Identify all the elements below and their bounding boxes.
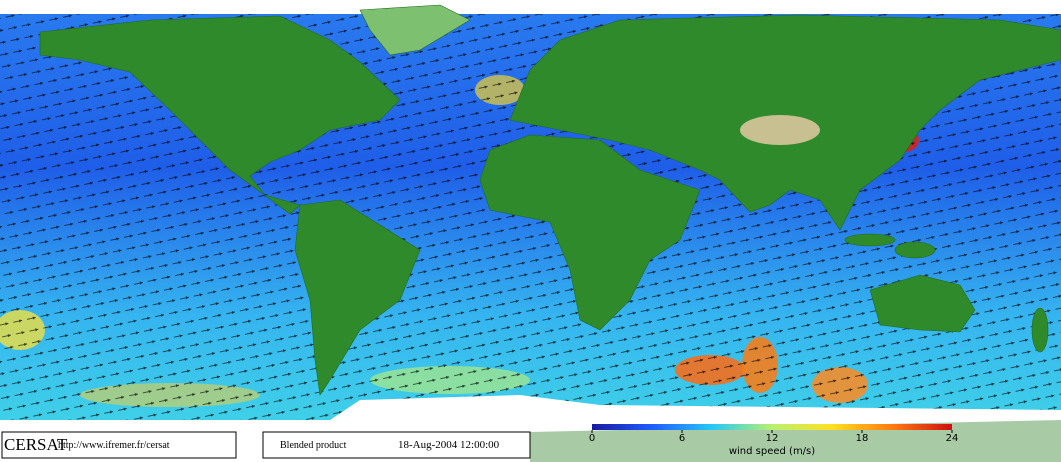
map	[0, 0, 1061, 420]
tick-label: 6	[679, 433, 685, 444]
tick-label: 24	[946, 433, 959, 444]
islands	[1031, 307, 1049, 353]
africa	[479, 134, 701, 331]
north-america	[39, 15, 401, 215]
datetime: 18-Aug-2004 12:00:00	[398, 439, 500, 451]
continents	[39, 4, 1061, 396]
url: http://www.ifremer.fr/cersat	[58, 440, 170, 451]
australia	[869, 274, 976, 333]
antarctic-coast	[530, 420, 1061, 462]
islands	[894, 241, 936, 259]
islands	[844, 233, 896, 247]
south-america	[294, 199, 421, 396]
credit-box	[1, 431, 237, 459]
tick-label: 18	[856, 433, 869, 444]
logo: CERSAT	[4, 435, 68, 454]
tick-label: 0	[589, 433, 595, 444]
colorbar-bar	[592, 424, 952, 430]
product-box	[262, 431, 531, 459]
colorbar: wind speed (m/s) 0 6 12 18 24	[589, 424, 959, 457]
tick-label: 12	[766, 433, 779, 444]
polar-ice	[0, 0, 1061, 14]
antarctica	[330, 395, 1061, 420]
colorbar-label: wind speed (m/s)	[729, 446, 815, 457]
product: Blended product	[280, 440, 347, 451]
highlands	[740, 115, 820, 145]
greenland	[359, 4, 471, 56]
